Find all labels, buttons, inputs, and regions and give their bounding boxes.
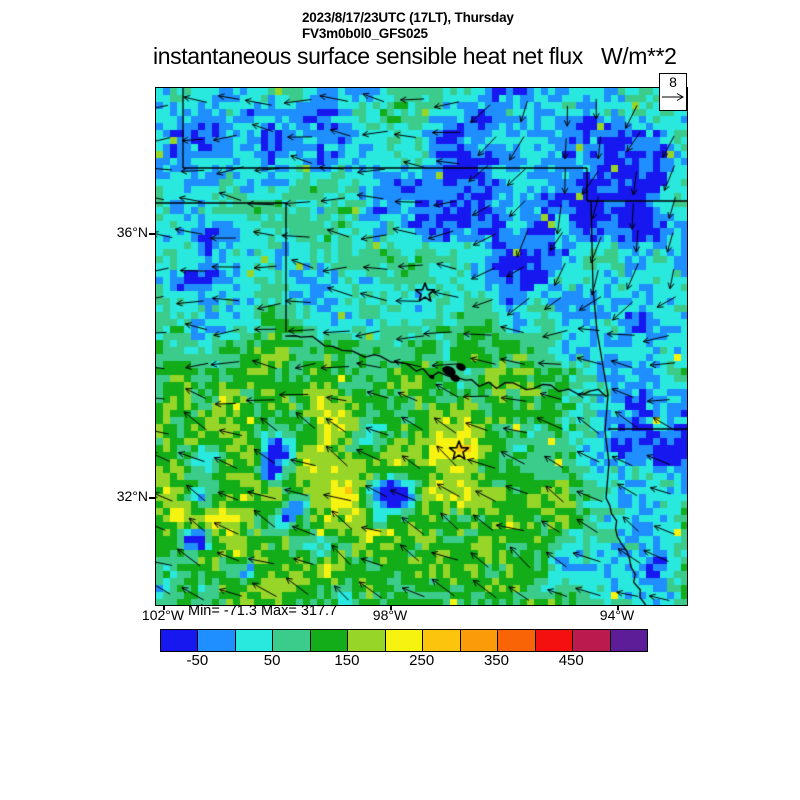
reference-arrow-icon [662,93,684,101]
datetime-title: 2023/8/17/23UTC (17LT), Thursday [302,10,514,25]
colorbar-segment [423,630,461,651]
colorbar-segment [460,630,499,651]
colorbar-tick-label: 150 [334,652,360,669]
lat-tick-mark [149,233,155,235]
colorbar-segment [498,630,536,651]
colorbar-segment [198,630,236,651]
colorbar-segment [235,630,274,651]
lat-tick-label: 36°N [116,224,148,240]
lon-tick-mark [390,605,392,610]
lon-tick-label: 102°W [141,607,185,623]
field-minmax-text: Min= -71.3 Max= 317.7 [188,603,338,619]
lon-tick-label: 98°W [372,607,408,623]
colorbar-segment [273,630,311,651]
units-label: W/m**2 [601,43,677,69]
colorbar-tick-label: 50 [263,652,281,669]
colorbar-tick-label: -50 [186,652,209,669]
colorbar-segment [348,630,386,651]
wind-reference-value: 8 [669,74,677,90]
model-title: FV3m0b0l0_GFS025 [302,26,428,41]
colorbar-segment [573,630,611,651]
lon-tick-mark [617,605,619,610]
colorbar-segment [610,630,648,651]
colorbar-tick-label: 450 [558,652,584,669]
lat-tick-mark [149,497,155,499]
colorbar-segment [535,630,574,651]
colorbar-segment [161,630,199,651]
lon-tick-mark [163,605,165,610]
colorbar [160,629,648,652]
map-plot-area [155,87,688,606]
colorbar-segment [385,630,424,651]
wind-reference-legend: 8 [659,73,687,111]
colorbar-segment [310,630,349,651]
colorbar-tick-label: 350 [483,652,509,669]
lat-tick-label: 32°N [116,488,148,504]
page-title: instantaneous surface sensible heat net … [153,43,583,69]
colorbar-tick-label: 250 [409,652,435,669]
heatflux-map-canvas [156,88,687,605]
lon-tick-label: 94°W [599,607,635,623]
